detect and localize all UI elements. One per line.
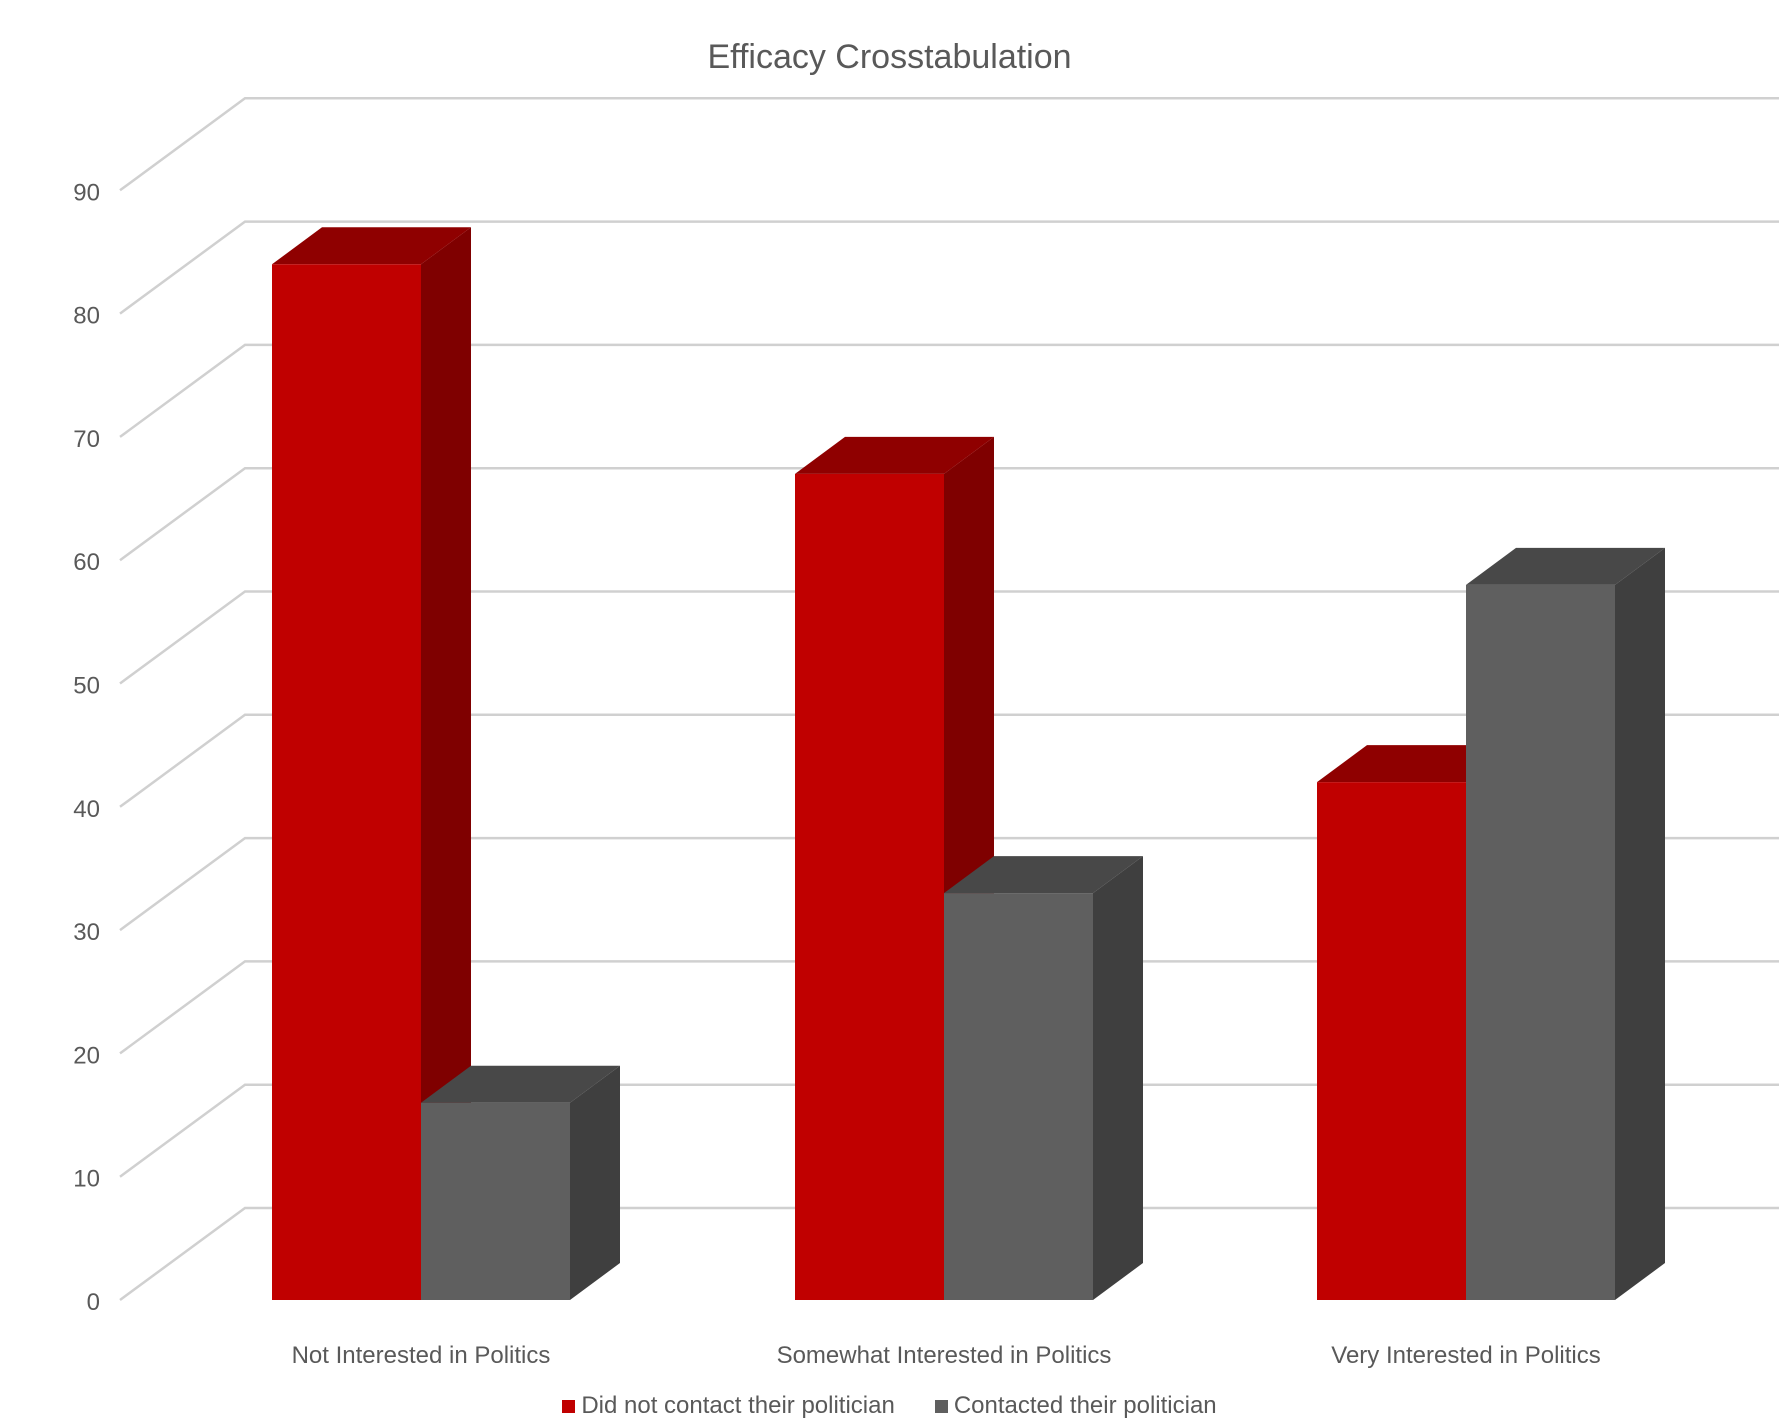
x-tick-label: Not Interested in Politics [292,1342,551,1369]
bar-side [1093,856,1143,1300]
y-tick-label: 0 [87,1289,100,1316]
legend: Did not contact their politician Contact… [0,1392,1779,1420]
y-tick-label: 10 [73,1166,100,1193]
y-tick-label: 80 [73,303,100,330]
gridline [119,343,1779,438]
y-tick-label: 90 [73,179,100,206]
bar-top [944,856,1143,894]
bar-front [1317,782,1466,1300]
bar [1466,547,1665,1300]
bar-side [1615,547,1665,1300]
legend-item-did-not-contact: Did not contact their politician [562,1392,895,1420]
bar [272,227,471,1300]
y-tick-label: 50 [73,673,100,700]
gridline [119,466,1779,562]
bar [421,1065,620,1300]
legend-item-contacted: Contacted their politician [934,1392,1217,1420]
y-axis-ticks: 0 10 20 30 40 50 60 70 80 90 [73,179,100,1316]
bar-front [795,473,944,1300]
gridline [119,713,1779,808]
bar [944,856,1143,1300]
y-tick-label: 60 [73,549,100,576]
bar-top [421,1065,620,1103]
x-tick-label: Very Interested in Politics [1331,1342,1600,1369]
x-tick-label: Somewhat Interested in Politics [777,1342,1112,1369]
bar-top [795,436,994,474]
legend-swatch-did-not-contact [562,1399,576,1413]
legend-swatch-contacted [934,1399,948,1413]
y-tick-label: 70 [73,426,100,453]
y-tick-label: 40 [73,796,100,823]
legend-label-did-not-contact: Did not contact their politician [581,1392,895,1419]
bar [795,436,994,1300]
bar-side [421,227,471,1300]
y-tick-label: 30 [73,919,100,946]
gridline [119,97,1779,192]
gridline [119,590,1779,685]
gridline [119,1083,1779,1178]
gridline [119,220,1779,315]
y-tick-label: 20 [73,1042,100,1069]
bar-front [272,264,421,1300]
legend-label-contacted: Contacted their politician [953,1392,1217,1419]
x-axis-ticks: Not Interested in Politics Somewhat Inter… [292,1342,1601,1369]
gridline [119,960,1779,1055]
gridlines [119,97,1779,1302]
bar-front [421,1102,570,1300]
bar-front [1466,584,1615,1300]
bar-top [1466,547,1665,585]
chart-title: Efficacy Crosstabulation [707,38,1072,76]
bar-front [944,893,1093,1300]
bar-top [272,227,471,265]
bars [272,227,1665,1300]
bar-side [570,1065,620,1300]
gridline [119,1206,1779,1302]
gridline [119,836,1779,932]
